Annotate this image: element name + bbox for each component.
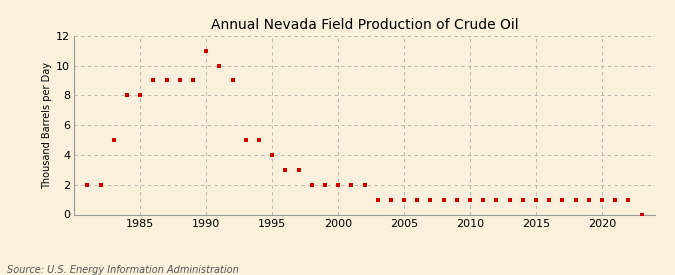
Point	[122, 93, 132, 98]
Y-axis label: Thousand Barrels per Day: Thousand Barrels per Day	[42, 62, 52, 189]
Point	[240, 138, 251, 142]
Point	[557, 197, 568, 202]
Point	[531, 197, 541, 202]
Point	[597, 197, 608, 202]
Point	[544, 197, 555, 202]
Point	[464, 197, 475, 202]
Point	[109, 138, 119, 142]
Point	[280, 167, 291, 172]
Point	[346, 183, 356, 187]
Point	[333, 183, 344, 187]
Point	[214, 63, 225, 68]
Point	[438, 197, 449, 202]
Point	[412, 197, 423, 202]
Point	[452, 197, 462, 202]
Point	[174, 78, 185, 82]
Title: Annual Nevada Field Production of Crude Oil: Annual Nevada Field Production of Crude …	[211, 18, 518, 32]
Point	[385, 197, 396, 202]
Point	[306, 183, 317, 187]
Point	[95, 183, 106, 187]
Point	[504, 197, 515, 202]
Point	[623, 197, 634, 202]
Point	[227, 78, 238, 82]
Point	[478, 197, 489, 202]
Point	[518, 197, 529, 202]
Point	[636, 212, 647, 217]
Text: Source: U.S. Energy Information Administration: Source: U.S. Energy Information Administ…	[7, 265, 238, 275]
Point	[491, 197, 502, 202]
Point	[399, 197, 410, 202]
Point	[610, 197, 620, 202]
Point	[425, 197, 436, 202]
Point	[583, 197, 594, 202]
Point	[359, 183, 370, 187]
Point	[200, 48, 211, 53]
Point	[254, 138, 265, 142]
Point	[267, 153, 277, 157]
Point	[135, 93, 146, 98]
Point	[82, 183, 93, 187]
Point	[148, 78, 159, 82]
Point	[570, 197, 581, 202]
Point	[373, 197, 383, 202]
Point	[293, 167, 304, 172]
Point	[319, 183, 330, 187]
Point	[188, 78, 198, 82]
Point	[161, 78, 172, 82]
